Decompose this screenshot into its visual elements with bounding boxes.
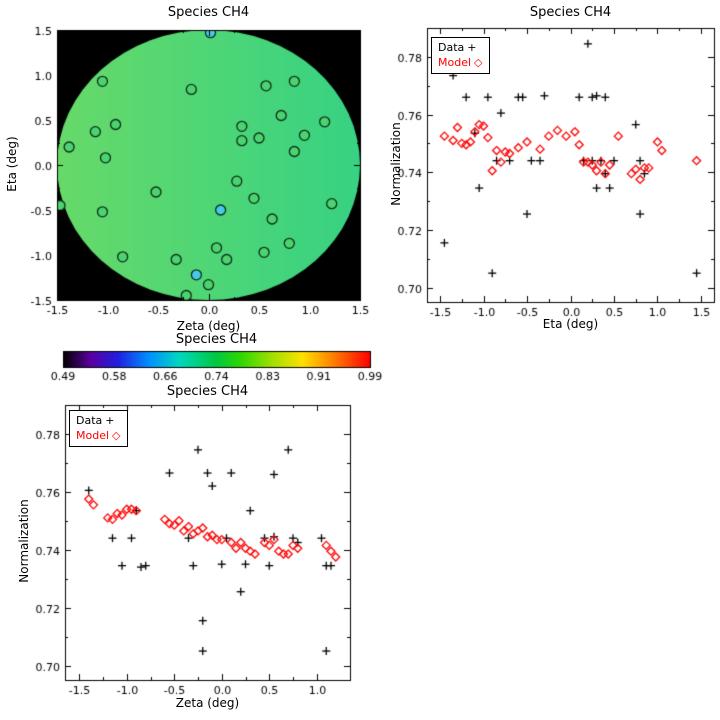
diamond-marker-icon: ◇ <box>474 56 483 69</box>
zeta-plot-legend: Data + Model ◇ <box>69 410 128 447</box>
zeta-plot-title: Species CH4 <box>166 384 249 399</box>
legend-entry-model: Model ◇ <box>438 55 483 70</box>
legend-entry-data: Data + <box>76 413 121 428</box>
map-xaxis-label: Zeta (deg) <box>176 319 241 333</box>
eta-plot-yaxis-label: Normalization <box>389 122 403 206</box>
zeta-plot-yaxis-label: Normalization <box>17 499 31 583</box>
legend-data-label: Data <box>438 41 465 54</box>
map-yaxis-label: Eta (deg) <box>5 136 19 192</box>
plus-marker-icon: + <box>105 414 115 427</box>
map-plot-title: Species CH4 <box>167 5 250 20</box>
eta-plot-title: Species CH4 <box>529 5 612 20</box>
colorbar-title: Species CH4 <box>175 332 258 347</box>
eta-plot-legend: Data + Model ◇ <box>431 37 490 74</box>
plus-marker-icon: + <box>467 41 477 54</box>
legend-model-label: Model <box>76 429 110 442</box>
legend-entry-model: Model ◇ <box>76 428 121 443</box>
legend-model-label: Model <box>438 56 472 69</box>
legend-entry-data: Data + <box>438 40 483 55</box>
eta-plot-xaxis-label: Eta (deg) <box>542 317 599 331</box>
legend-data-label: Data <box>76 414 103 427</box>
diamond-marker-icon: ◇ <box>112 429 121 442</box>
zeta-plot-xaxis-label: Zeta (deg) <box>175 696 240 710</box>
